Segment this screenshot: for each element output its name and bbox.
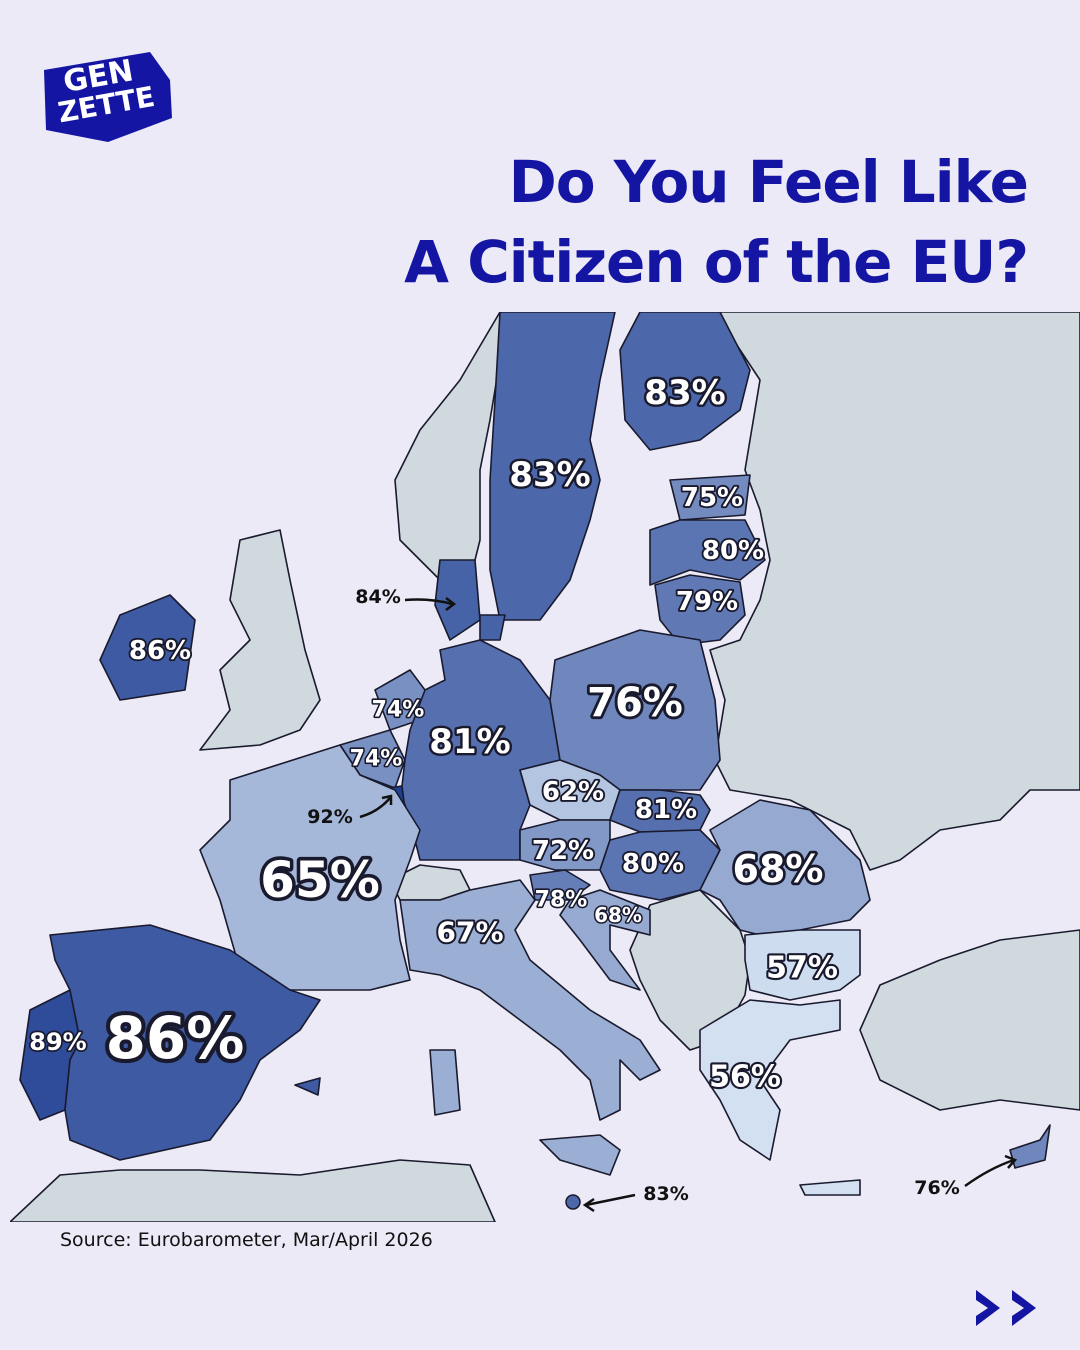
value-label: 74% — [350, 747, 403, 772]
region — [99, 594, 196, 701]
region — [699, 999, 861, 1196]
value-label: 86% — [106, 1004, 245, 1072]
next-icon[interactable] — [976, 1290, 1036, 1326]
title-line: A Citizen of the EU? — [404, 228, 1029, 296]
value-label: 57% — [766, 951, 838, 986]
region — [649, 519, 766, 586]
value-label: 67% — [436, 916, 503, 949]
value-label: 68% — [594, 903, 642, 927]
non-eu-land — [10, 312, 1080, 1222]
region — [529, 869, 591, 901]
value-label: 74% — [372, 698, 425, 723]
value-label: 76% — [914, 1177, 959, 1199]
value-label: 81% — [635, 795, 697, 825]
region — [549, 629, 721, 791]
region — [559, 889, 651, 991]
value-label: 56% — [709, 1060, 781, 1095]
source: Source: Eurobarometer, Mar/April 2026 — [60, 1229, 433, 1251]
region — [434, 559, 506, 641]
value-label: 72% — [532, 836, 594, 866]
value-label: 81% — [429, 722, 510, 762]
region — [399, 879, 661, 1176]
value-label: 86% — [129, 636, 191, 666]
value-label: 80% — [702, 536, 764, 566]
region — [199, 744, 421, 991]
value-label: 75% — [681, 483, 743, 513]
region — [489, 312, 616, 621]
value-label: 84% — [355, 586, 400, 608]
region — [619, 312, 751, 451]
map-land — [10, 312, 1080, 1222]
value-label: 92% — [307, 806, 352, 828]
region — [565, 1194, 581, 1210]
value-label: 83% — [644, 373, 725, 413]
value-label: 80% — [622, 849, 684, 879]
value-label: 76% — [587, 680, 683, 726]
region — [669, 474, 751, 521]
region — [1009, 1124, 1051, 1169]
region — [609, 789, 711, 833]
value-label: 83% — [643, 1183, 688, 1205]
region — [654, 574, 746, 646]
arrows — [359, 597, 1018, 1213]
value-label: 68% — [733, 847, 824, 891]
region — [49, 924, 321, 1161]
value-label: 65% — [260, 851, 380, 909]
value-label: 89% — [29, 1028, 86, 1056]
value-label: 78% — [535, 888, 588, 913]
value-label: 83% — [509, 455, 590, 495]
title: Do You Feel Like A Citizen of the EU? — [404, 142, 1029, 302]
logo: GEN ZETTE — [44, 52, 172, 142]
region — [744, 929, 861, 1001]
value-label: 62% — [542, 777, 604, 807]
value-label: 79% — [676, 587, 738, 617]
title-line: Do You Feel Like — [508, 148, 1029, 216]
